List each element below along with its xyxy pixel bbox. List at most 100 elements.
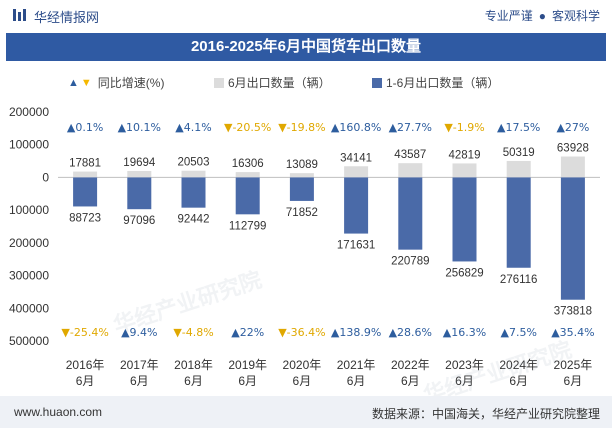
legend-growth-label: 同比增速(%) xyxy=(97,76,165,90)
june-bar xyxy=(344,166,369,178)
huajing-logo-icon xyxy=(13,9,26,21)
ytd-value-label: 256829 xyxy=(445,267,483,279)
ytd-growth-label: ▲28.6% xyxy=(389,326,432,339)
ytd-bar xyxy=(73,177,98,207)
footer: www.huaon.com 数据来源：中国海关，华经产业研究院整理 xyxy=(0,396,612,428)
ytd-growth-label: ▲9.4% xyxy=(121,326,157,339)
ytd-growth-label: ▼-4.8% xyxy=(173,326,213,339)
brand-name: 华经情报网 xyxy=(34,10,100,25)
june-value-label: 34141 xyxy=(340,152,372,164)
tag-objective: 客观科学 xyxy=(551,9,600,23)
y-tick-label: 100000 xyxy=(9,138,49,152)
ytd-bar xyxy=(235,177,260,215)
ytd-value-label: 373818 xyxy=(554,306,592,318)
ytd-growth-label: ▲35.4% xyxy=(551,326,594,339)
june-bar xyxy=(73,171,98,178)
x-tick-label: 2022年 6月 xyxy=(391,358,430,388)
y-tick-label: 100000 xyxy=(9,203,49,217)
ytd-value-label: 92442 xyxy=(178,214,210,226)
legend-ytd-swatch xyxy=(372,77,382,88)
ytd-value-label: 112799 xyxy=(229,220,267,232)
june-growth-label: ▲10.1% xyxy=(118,121,161,134)
bullet-icon: ● xyxy=(538,9,546,23)
ytd-bar xyxy=(452,177,477,262)
june-value-label: 19694 xyxy=(123,157,156,169)
june-growth-label: ▲160.8% xyxy=(331,121,381,134)
legend-june-label: 6月出口数量（辆） xyxy=(228,76,331,90)
x-tick-label: 2016年 6月 xyxy=(66,358,105,388)
x-tick-label: 2021年 6月 xyxy=(337,358,376,388)
ytd-bar xyxy=(127,177,152,210)
june-value-label: 50319 xyxy=(503,147,535,159)
june-value-label: 17881 xyxy=(69,158,101,170)
june-bar xyxy=(560,156,585,178)
brand-tags: 专业严谨 ● 客观科学 xyxy=(485,7,600,24)
june-value-label: 16306 xyxy=(232,158,264,170)
up-triangle-icon: ▲ xyxy=(68,76,79,89)
ytd-value-label: 276116 xyxy=(500,274,538,286)
ytd-bar xyxy=(560,177,585,300)
legend-june-swatch xyxy=(214,77,224,88)
x-tick-label: 2017年 6月 xyxy=(120,358,159,388)
june-growth-label: ▲0.1% xyxy=(67,121,103,134)
june-growth-label: ▼-19.8% xyxy=(278,121,325,134)
june-bar xyxy=(127,170,152,178)
chart-legend: ▲ ▼ 同比增速(%) 6月出口数量（辆） 1-6月出口数量（辆） xyxy=(0,74,612,94)
top-bar: 华经情报网 专业严谨 ● 客观科学 xyxy=(0,0,612,30)
x-tick-label: 2018年 6月 xyxy=(174,358,213,388)
june-growth-label: ▲27% xyxy=(556,121,589,134)
y-tick-label: 500000 xyxy=(9,334,49,348)
x-tick-label: 2025年 6月 xyxy=(554,358,593,388)
ytd-value-label: 71852 xyxy=(286,207,318,219)
ytd-bar xyxy=(506,177,531,268)
june-value-label: 42819 xyxy=(449,149,481,161)
legend-ytd: 1-6月出口数量（辆） xyxy=(372,74,499,91)
down-triangle-icon: ▼ xyxy=(80,76,92,89)
x-tick-label: 2023年 6月 xyxy=(445,358,484,388)
june-bar xyxy=(181,170,206,178)
ytd-value-label: 171631 xyxy=(337,240,375,252)
website-link[interactable]: www.huaon.com xyxy=(14,405,103,419)
june-growth-label: ▲17.5% xyxy=(497,121,540,134)
ytd-growth-label: ▼-25.4% xyxy=(61,326,108,339)
june-bar xyxy=(398,163,423,178)
y-tick-label: 300000 xyxy=(9,269,49,283)
ytd-value-label: 220789 xyxy=(391,256,429,268)
y-tick-label: 200000 xyxy=(9,236,49,250)
ytd-growth-label: ▲16.3% xyxy=(443,326,486,339)
ytd-growth-label: ▲138.9% xyxy=(331,326,381,339)
june-growth-label: ▲27.7% xyxy=(389,121,432,134)
june-bar xyxy=(235,172,260,178)
x-tick-label: 2020年 6月 xyxy=(283,358,322,388)
chart-plot: 200000 100000 0 100000 200000 300000 400000 500… xyxy=(9,105,600,388)
legend-june: 6月出口数量（辆） xyxy=(214,74,331,91)
y-tick-label: 0 xyxy=(42,170,49,184)
june-bar xyxy=(452,163,477,178)
june-value-label: 43587 xyxy=(394,149,426,161)
x-tick-label: 2024年 6月 xyxy=(499,358,538,388)
y-tick-label: 400000 xyxy=(9,301,49,315)
ytd-bar xyxy=(181,177,206,208)
ytd-value-label: 97096 xyxy=(123,215,155,227)
chart-title-bar: 2016-2025年6月中国货车出口数量 xyxy=(6,33,606,61)
ytd-bar xyxy=(398,177,423,250)
june-value-label: 20503 xyxy=(178,157,210,169)
ytd-bar xyxy=(344,177,369,234)
ytd-bar xyxy=(289,177,314,201)
june-growth-label: ▼-1.9% xyxy=(444,121,484,134)
june-bar xyxy=(506,160,531,178)
data-source: 数据来源：中国海关，华经产业研究院整理 xyxy=(371,407,600,421)
ytd-growth-label: ▲22% xyxy=(231,326,264,339)
ytd-growth-label: ▲7.5% xyxy=(500,326,536,339)
tag-rigorous: 专业严谨 xyxy=(484,9,533,23)
x-tick-label: 2019年 6月 xyxy=(228,358,267,388)
ytd-value-label: 88723 xyxy=(69,212,101,224)
june-value-label: 13089 xyxy=(286,159,318,171)
june-growth-label: ▼-20.5% xyxy=(224,121,271,134)
legend-ytd-label: 1-6月出口数量（辆） xyxy=(386,76,500,90)
y-tick-label: 200000 xyxy=(9,105,49,119)
chart-title: 2016-2025年6月中国货车出口数量 xyxy=(190,38,422,55)
june-bar xyxy=(289,173,314,178)
ytd-growth-label: ▼-36.4% xyxy=(278,326,325,339)
legend-growth: ▲ ▼ 同比增速(%) xyxy=(68,74,164,91)
